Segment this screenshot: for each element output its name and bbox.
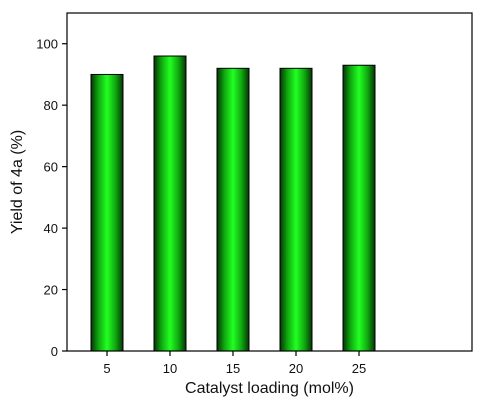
bar-20 [279,67,313,352]
x-tick-label-15: 15 [226,361,240,376]
y-tick-label-0: 0 [51,344,58,359]
bars-layer [90,55,376,352]
x-tick-label-5: 5 [103,361,110,376]
y-tick-label-60: 60 [44,160,58,175]
ticks-layer: 5 10 15 20 25 0 20 40 60 80 100 [36,37,366,376]
x-axis-title: Catalyst loading (mol%) [185,380,354,397]
y-tick-label-20: 20 [44,283,58,298]
x-tick-label-20: 20 [289,361,303,376]
y-axis-title: Yield of 4a (%) [9,130,26,234]
y-tick-label-80: 80 [44,98,58,113]
bar-25 [342,64,376,352]
bar-5 [90,73,124,352]
plot-frame [66,12,473,352]
y-tick-label-40: 40 [44,221,58,236]
y-tick-label-100: 100 [36,37,58,52]
x-tick-label-10: 10 [163,361,177,376]
x-tick-label-25: 25 [352,361,366,376]
bar-15 [216,67,250,352]
bar-10 [153,55,187,352]
